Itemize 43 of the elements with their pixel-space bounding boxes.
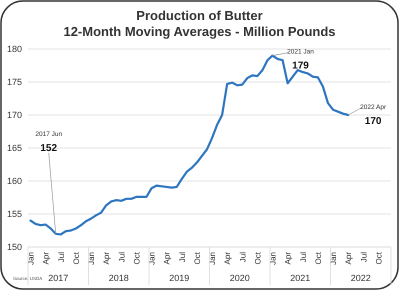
x-tick-label: Jul: [238, 252, 248, 262]
x-tick-label: Oct: [132, 251, 142, 264]
y-tick-label: 175: [6, 77, 22, 88]
y-tick-label: 160: [6, 176, 22, 186]
x-tick-label: Jul: [178, 252, 187, 262]
x-tick-label: Jan: [148, 252, 157, 265]
y-tick-label: 165: [6, 143, 22, 154]
line-series: [29, 54, 350, 236]
text: 2021: [290, 273, 310, 283]
x-tick-label: Apr: [102, 252, 112, 264]
x-tick-label: Oct: [72, 251, 81, 264]
x-tick-label: Apr: [223, 252, 232, 264]
y-tick-label: 150: [6, 242, 22, 252]
data-label: 179: [292, 60, 310, 72]
y-tick-label: 170: [6, 110, 22, 120]
x-tick-label: Apr: [344, 252, 354, 264]
x-tick-label: Jan: [26, 252, 36, 265]
x-tick-label: Jan: [208, 252, 218, 265]
x-tick-label: Apr: [42, 252, 51, 264]
x-tick-label: Jan: [268, 252, 278, 265]
x-tick-label: Oct: [253, 251, 262, 264]
data-label: 152: [40, 142, 58, 154]
x-tick-label: Oct: [374, 251, 384, 264]
text: 2019: [169, 273, 190, 283]
text: 2018: [108, 273, 129, 283]
y-tick-label: 155: [6, 209, 22, 220]
text: 2017: [48, 273, 68, 283]
x-tick-label: Jul: [56, 252, 66, 262]
x-tick-label: Apr: [162, 252, 172, 264]
chart-subtitle: 12-Month Moving Averages - Million Pounds: [63, 24, 336, 39]
x-tick-label: Jan: [87, 252, 96, 265]
chart-title: Production of Butter: [136, 8, 263, 23]
x-tick-label: Jul: [117, 252, 126, 262]
x-tick-label: Oct: [314, 251, 323, 264]
x-tick-label: Jul: [359, 252, 368, 262]
y-tick-label: 180: [6, 44, 22, 54]
data-label: 170: [364, 116, 382, 127]
x-tick-label: Oct: [192, 251, 202, 264]
text: 2020: [230, 273, 250, 283]
x-tick-label: Jan: [329, 252, 338, 265]
x-tick-label: Apr: [284, 252, 293, 264]
x-tick-label: Jul: [298, 252, 308, 262]
text: 2022: [350, 273, 371, 283]
